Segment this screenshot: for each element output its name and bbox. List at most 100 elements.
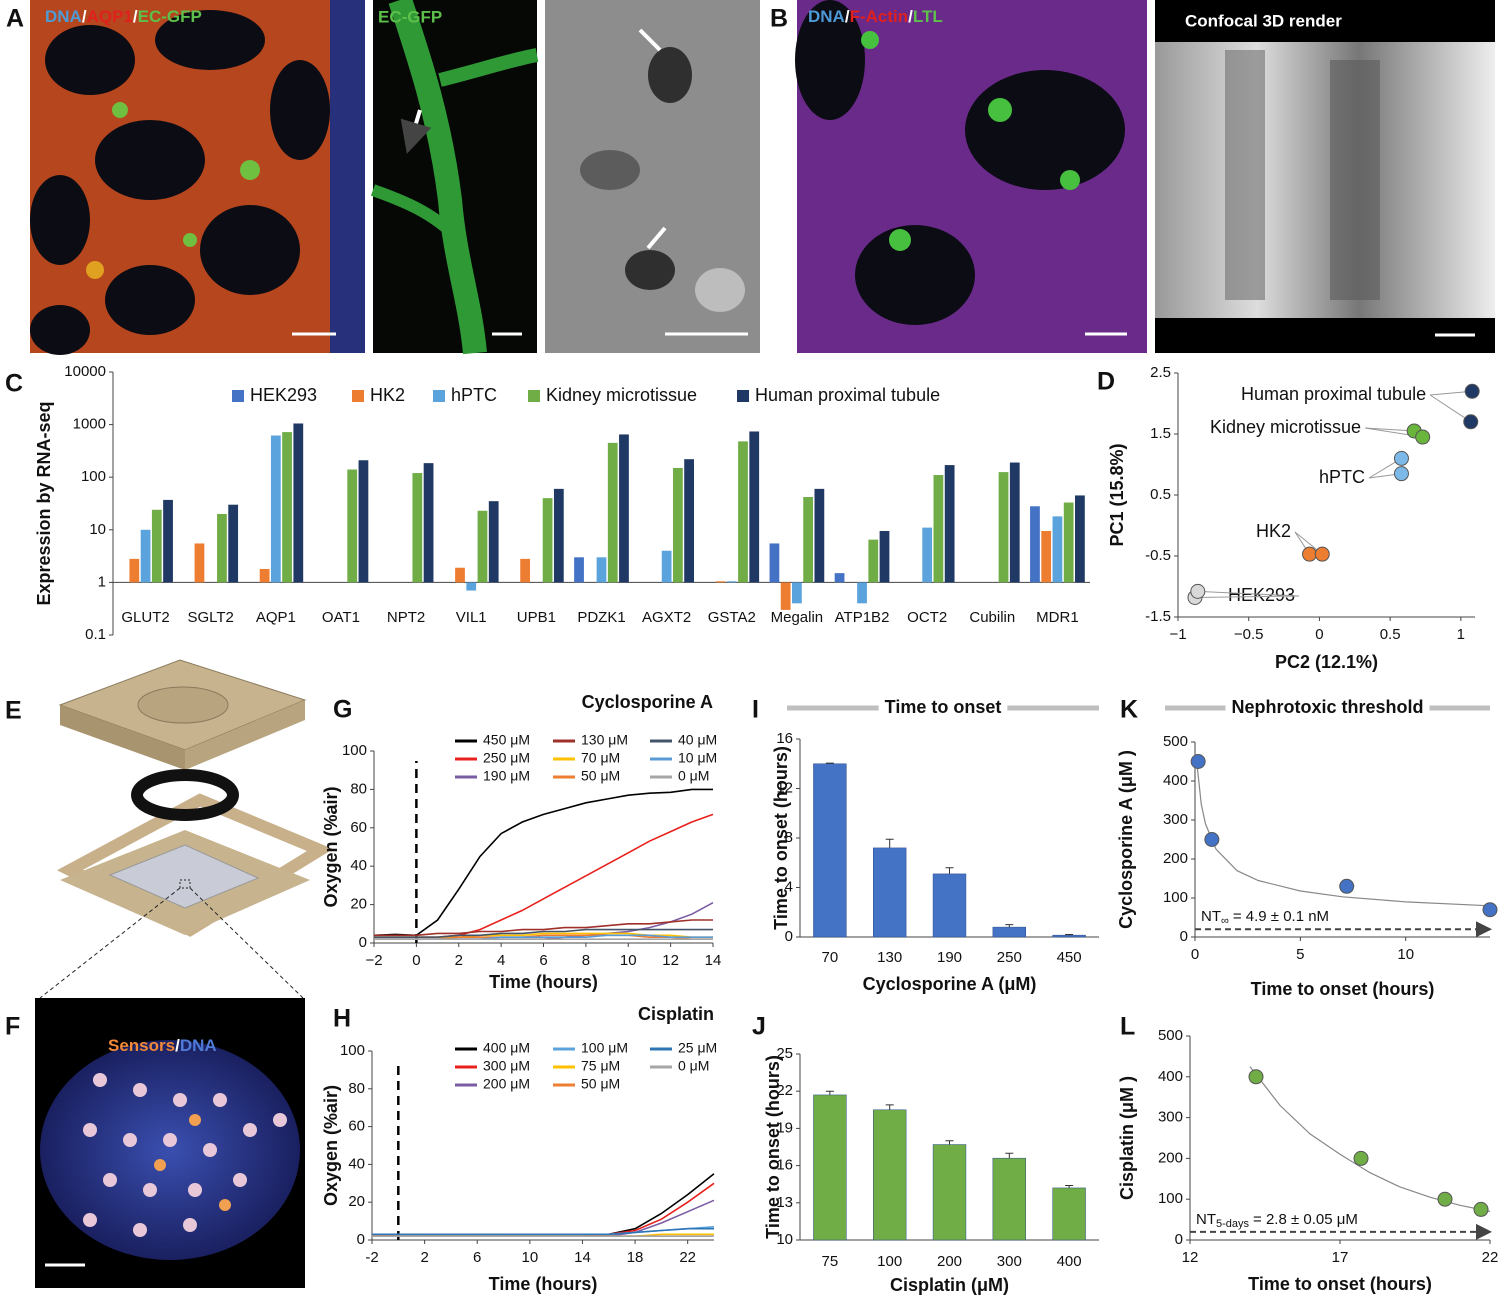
error-bar <box>825 762 834 764</box>
bar <box>1075 495 1085 583</box>
y-tick-label: 300 <box>1158 1109 1183 1126</box>
bar <box>194 543 205 583</box>
label-part: AQP1 <box>87 7 133 26</box>
x-tick-label: −2 <box>365 952 382 969</box>
legend-label: 50 μM <box>581 768 620 784</box>
label-part: DNA <box>180 1036 217 1055</box>
annotation-part: 5-days <box>1216 1218 1250 1230</box>
bar <box>596 557 607 583</box>
y-tick-label: 500 <box>1158 1027 1183 1044</box>
leader-line <box>1197 590 1300 597</box>
bar <box>879 530 890 583</box>
chart-title: Time to onset <box>885 697 1002 717</box>
image-detail <box>163 1133 177 1147</box>
annotation: NT5-days = 2.8 ± 0.05 μM <box>1196 1211 1358 1230</box>
x-tick-label: 200 <box>937 1253 962 1270</box>
y-tick-label: 100 <box>1163 889 1188 906</box>
bar <box>270 435 281 583</box>
error-bar <box>1065 934 1074 936</box>
x-tick-label: 22 <box>1482 1249 1499 1266</box>
label-part: / <box>82 7 87 26</box>
x-axis-label: Time to onset (hours) <box>1248 1274 1432 1294</box>
x-tick-label: UPB1 <box>517 609 556 626</box>
x-tick-label: 14 <box>574 1249 591 1266</box>
x-tick-label: GLUT2 <box>121 609 169 626</box>
image-detail <box>40 1040 300 1260</box>
point <box>1314 546 1330 562</box>
line <box>372 1227 714 1236</box>
image-detail <box>154 1159 166 1171</box>
point <box>1393 466 1409 482</box>
x-tick-label: 5 <box>1296 946 1304 963</box>
y-tick-label: 0 <box>785 928 793 945</box>
x-tick-label: SGLT2 <box>187 609 233 626</box>
y-tick-label: 0.5 <box>1150 486 1171 503</box>
bar <box>873 847 907 938</box>
bar <box>1030 506 1040 583</box>
image-detail <box>200 205 300 295</box>
bar <box>347 469 358 583</box>
y-tick-label: 80 <box>350 780 367 797</box>
label-part: EC-GFP <box>138 7 202 26</box>
image-label: DNA/AQP1/EC-GFP <box>45 7 202 26</box>
line <box>374 919 713 937</box>
x-tick-label: 100 <box>877 1253 902 1270</box>
x-tick-label: 4 <box>497 952 505 969</box>
line <box>371 1182 715 1237</box>
bar <box>1063 502 1074 583</box>
image-detail <box>83 1123 97 1137</box>
y-axis-label: PC1 (15.8%) <box>1107 443 1127 546</box>
image-detail <box>86 261 104 279</box>
image-detail <box>400 109 432 154</box>
y-tick-label: 20 <box>348 1193 365 1210</box>
x-tick-label: 1 <box>1457 626 1465 643</box>
bar <box>932 873 967 938</box>
x-tick-label: 18 <box>627 1249 644 1266</box>
x-tick-label: 130 <box>877 949 902 966</box>
image-detail <box>183 233 197 247</box>
image-detail <box>243 1123 257 1137</box>
error-bar <box>885 1104 894 1110</box>
image-detail <box>83 1073 287 1237</box>
label-part: / <box>133 7 138 26</box>
bar <box>992 1157 1026 1241</box>
legend-label: 300 μM <box>483 1058 530 1074</box>
bar <box>1052 934 1086 938</box>
x-tick-label: 10 <box>1397 946 1414 963</box>
y-tick-label: 40 <box>348 1155 365 1172</box>
line <box>371 1173 715 1237</box>
bar <box>488 501 499 583</box>
image-sensors <box>35 998 305 1288</box>
y-tick-label: 80 <box>348 1080 365 1097</box>
y-tick-label: 0.1 <box>85 626 106 643</box>
image-detail <box>988 98 1012 122</box>
image-detail <box>219 1199 231 1211</box>
panel-letter: F <box>5 1013 20 1041</box>
bar <box>998 472 1009 583</box>
panel-letter: B <box>770 5 788 33</box>
point <box>1190 583 1206 599</box>
bar <box>455 567 465 583</box>
x-tick-label: GSTA2 <box>708 609 756 626</box>
line <box>374 813 714 938</box>
y-axis-label: Expression by RNA-seq <box>34 401 54 605</box>
image-detail <box>189 887 304 999</box>
bar <box>922 527 933 583</box>
image-detail <box>155 10 265 70</box>
annotation-part: = 2.8 ± 0.05 μM <box>1253 1211 1358 1228</box>
image-detail <box>183 1218 197 1232</box>
error-bar <box>945 1140 954 1145</box>
error-bar <box>825 1090 834 1095</box>
label-part: DNA <box>808 7 845 26</box>
bar <box>282 432 292 583</box>
x-tick-label: -2 <box>365 1249 378 1266</box>
y-tick-label: 100 <box>342 742 367 759</box>
image-detail <box>1225 50 1265 300</box>
x-tick-label: MDR1 <box>1036 609 1079 626</box>
panel-letter: C <box>5 370 23 398</box>
x-tick-label: 10 <box>522 1249 539 1266</box>
device-diagram <box>39 659 334 999</box>
image-detail <box>188 1183 202 1197</box>
panel-letter: I <box>752 696 759 724</box>
bar <box>293 423 304 583</box>
